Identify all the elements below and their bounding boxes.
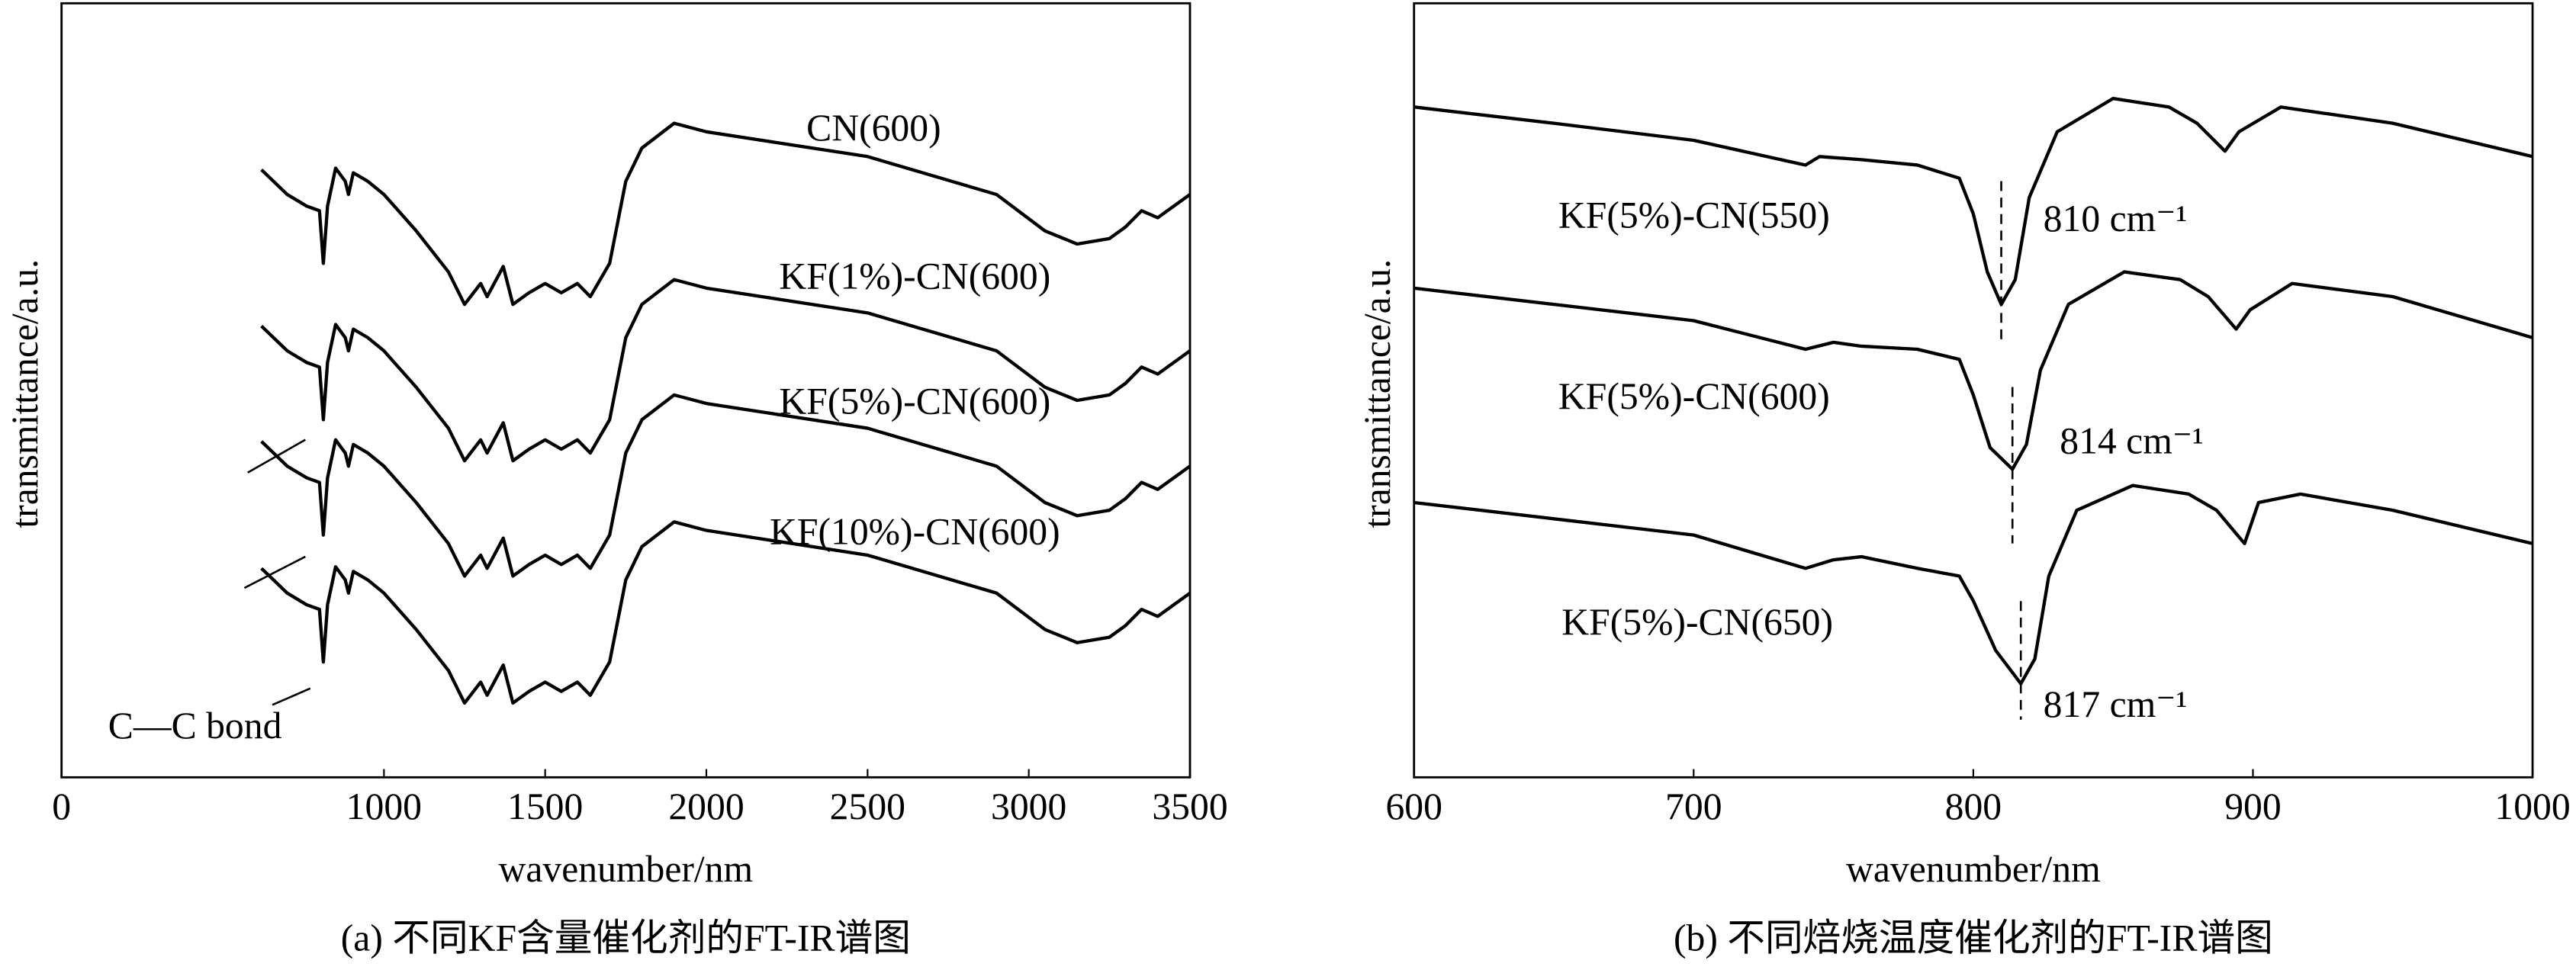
plot-frame (60, 2, 1192, 779)
x-tick-label: 2000 (668, 785, 744, 827)
spectrum-line (1413, 97, 2533, 307)
peak-label: 810 cm⁻¹ (2044, 198, 2188, 239)
annotation-leader (247, 438, 306, 474)
x-axis-label: wavenumber/nm (498, 848, 753, 890)
spectrum-line (260, 520, 1192, 705)
x-tick-label: 800 (1945, 785, 2002, 827)
annotation: C—C bond (108, 705, 282, 747)
x-tick-label: 700 (1665, 785, 1722, 827)
x-tick-label: 2500 (830, 785, 905, 827)
spectrum-line (260, 121, 1192, 307)
series-label: KF(5%)-CN(600) (1558, 375, 1830, 417)
caption: (a) 不同KF含量催化剂的FT-IR谱图 (341, 917, 911, 959)
series-label: KF(5%)-CN(600) (779, 381, 1050, 422)
spectrum-line (1413, 483, 2533, 686)
x-tick-label: 3500 (1152, 785, 1227, 827)
series-label: KF(1%)-CN(600) (779, 255, 1050, 297)
x-tick-label: 3000 (991, 785, 1066, 827)
x-tick-label: 900 (2224, 785, 2281, 827)
x-tick-label: 0 (52, 785, 71, 827)
x-axis-label: wavenumber/nm (1846, 848, 2101, 890)
x-tick-label: 1000 (346, 785, 422, 827)
annotation-leader (243, 555, 306, 589)
peak-label: 814 cm⁻¹ (2060, 419, 2204, 461)
x-tick-label: 600 (1385, 785, 1442, 827)
series-label: KF(5%)-CN(550) (1558, 194, 1830, 236)
series-label: KF(5%)-CN(650) (1561, 601, 1833, 643)
spectrum-line (260, 278, 1192, 463)
y-axis-label: transmittance/a.u. (1356, 259, 1398, 528)
x-tick-label: 1500 (507, 785, 583, 827)
y-axis-label: transmittance/a.u. (4, 259, 46, 528)
x-tick-label: 1000 (2494, 785, 2570, 827)
series-label: CN(600) (806, 107, 941, 149)
spectrum-line (1413, 270, 2533, 471)
peak-label: 817 cm⁻¹ (2044, 683, 2188, 725)
caption: (b) 不同焙烧温度催化剂的FT-IR谱图 (1674, 917, 2273, 959)
series-label: KF(10%)-CN(600) (770, 510, 1060, 552)
annotation-leader (272, 687, 311, 706)
spectrum-line (260, 393, 1192, 578)
